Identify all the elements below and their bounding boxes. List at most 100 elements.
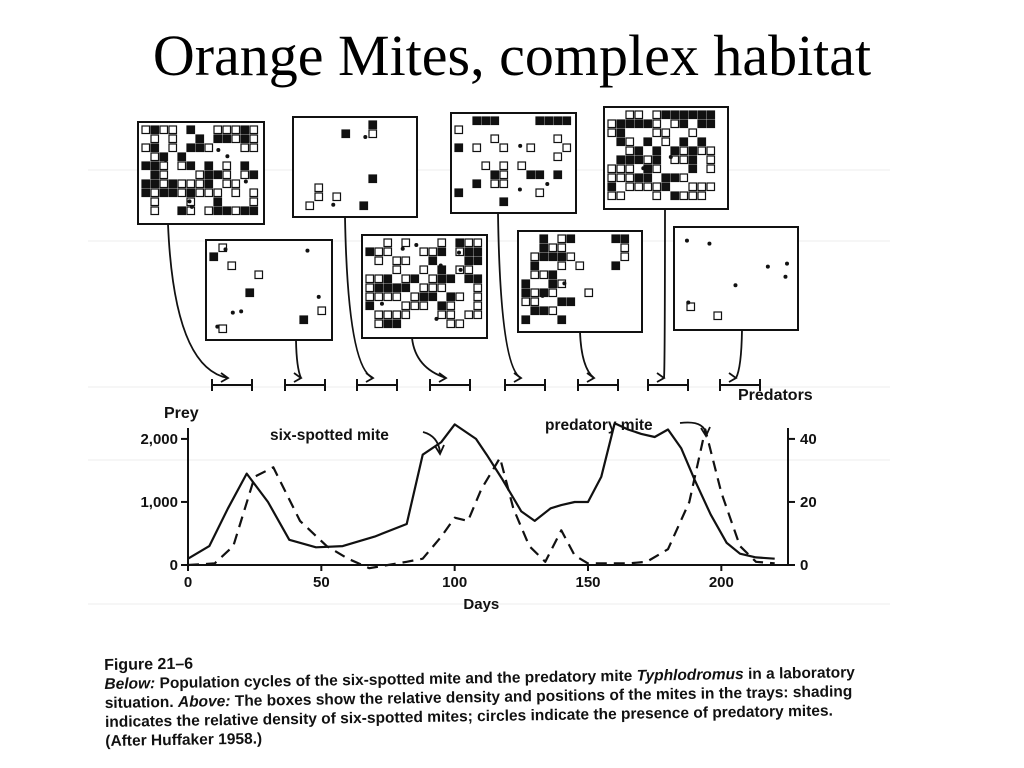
density-box <box>159 179 169 189</box>
sample-bracket-4 <box>411 337 471 391</box>
tray-8 <box>673 226 799 331</box>
density-box <box>177 188 187 198</box>
density-box <box>392 292 402 302</box>
density-box <box>222 125 232 135</box>
density-box <box>437 310 447 320</box>
density-box <box>428 292 438 302</box>
density-box <box>679 137 689 147</box>
tray-arrow <box>663 208 666 379</box>
density-box <box>553 134 563 144</box>
density-box <box>213 188 223 198</box>
y-left-tick-label: 0 <box>170 557 178 574</box>
density-box <box>159 152 169 162</box>
density-box <box>548 279 558 289</box>
x-tick-label: 50 <box>313 574 330 591</box>
density-box <box>195 179 205 189</box>
density-box <box>643 155 653 165</box>
density-box <box>249 134 259 144</box>
density-box <box>634 119 644 129</box>
species-name: Typhlodromus <box>636 665 744 685</box>
density-box <box>697 110 707 120</box>
density-box <box>141 179 151 189</box>
density-box <box>607 173 617 183</box>
density-box <box>535 188 545 198</box>
density-box <box>706 164 716 174</box>
density-box <box>222 161 232 171</box>
density-box <box>446 319 456 329</box>
predator-dot <box>316 294 321 299</box>
density-box <box>661 110 671 120</box>
density-box <box>150 125 160 135</box>
density-box <box>168 134 178 144</box>
density-box <box>473 283 483 293</box>
density-box <box>643 137 653 147</box>
density-box <box>566 252 576 262</box>
sample-bracket-2 <box>284 339 326 391</box>
density-box <box>195 134 205 144</box>
density-box <box>168 188 178 198</box>
density-box <box>697 137 707 147</box>
x-tick-label: 0 <box>184 574 192 591</box>
density-box <box>464 265 474 275</box>
predator-dot <box>187 199 192 204</box>
predator-dot <box>414 243 419 248</box>
density-box <box>222 134 232 144</box>
density-box <box>419 292 429 302</box>
density-box <box>499 170 509 180</box>
above-label: Above: <box>177 693 231 711</box>
tray-arrow <box>497 212 522 379</box>
density-box <box>499 197 509 207</box>
density-box <box>392 283 402 293</box>
density-box <box>688 182 698 192</box>
predator-dot <box>458 267 463 272</box>
density-box <box>517 161 527 171</box>
slide-title: Orange Mites, complex habitat <box>152 23 872 88</box>
predator-dot <box>305 248 310 253</box>
density-box <box>620 243 630 253</box>
density-box <box>539 243 549 253</box>
density-box <box>661 137 671 147</box>
population-chart: 0 50 100 150 200 0 1,000 2,000 0 20 40 Days Prey Pred… <box>140 387 816 613</box>
density-box <box>195 170 205 180</box>
density-box <box>365 292 375 302</box>
density-box <box>231 125 241 135</box>
tray-arrow <box>295 339 302 379</box>
density-box <box>222 206 232 216</box>
tray-arrowhead <box>656 372 666 383</box>
density-box <box>392 256 402 266</box>
density-box <box>625 137 635 147</box>
density-box <box>365 301 375 311</box>
density-box <box>392 310 402 320</box>
y-right-tick-label: 40 <box>800 431 817 448</box>
predator-dot <box>400 246 405 251</box>
predator-dot <box>215 324 220 329</box>
density-box <box>652 110 662 120</box>
density-box <box>566 234 576 244</box>
predator-dot <box>684 238 689 243</box>
density-box <box>240 206 250 216</box>
density-box <box>706 182 716 192</box>
tray-5 <box>205 239 333 341</box>
density-box <box>544 116 554 126</box>
density-box <box>150 143 160 153</box>
density-box <box>652 164 662 174</box>
density-box <box>245 288 255 298</box>
density-box <box>625 146 635 156</box>
tray-frame <box>205 239 333 341</box>
x-tick-label: 150 <box>575 574 600 591</box>
density-box <box>249 206 259 216</box>
density-box <box>204 206 214 216</box>
below-label: Below: <box>104 675 156 693</box>
annotation-leader <box>422 431 441 453</box>
density-box <box>254 270 264 280</box>
density-box <box>231 206 241 216</box>
density-box <box>368 120 378 130</box>
predator-dot <box>223 247 228 252</box>
density-box <box>428 283 438 293</box>
density-box <box>535 170 545 180</box>
density-box <box>679 146 689 156</box>
density-box <box>473 310 483 320</box>
density-box <box>670 146 680 156</box>
sample-bracket-6 <box>577 331 619 391</box>
density-box <box>499 143 509 153</box>
